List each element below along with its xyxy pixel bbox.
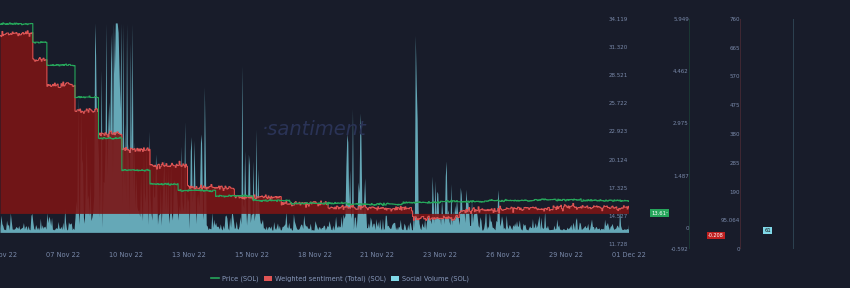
Text: 13.61¹: 13.61¹	[651, 211, 668, 215]
Text: 61: 61	[764, 228, 771, 233]
Text: ·santiment: ·santiment	[262, 120, 367, 139]
Legend: Price (SOL), Weighted sentiment (Total) (SOL), Social Volume (SOL): Price (SOL), Weighted sentiment (Total) …	[208, 273, 472, 285]
Text: -0.208: -0.208	[708, 233, 723, 238]
